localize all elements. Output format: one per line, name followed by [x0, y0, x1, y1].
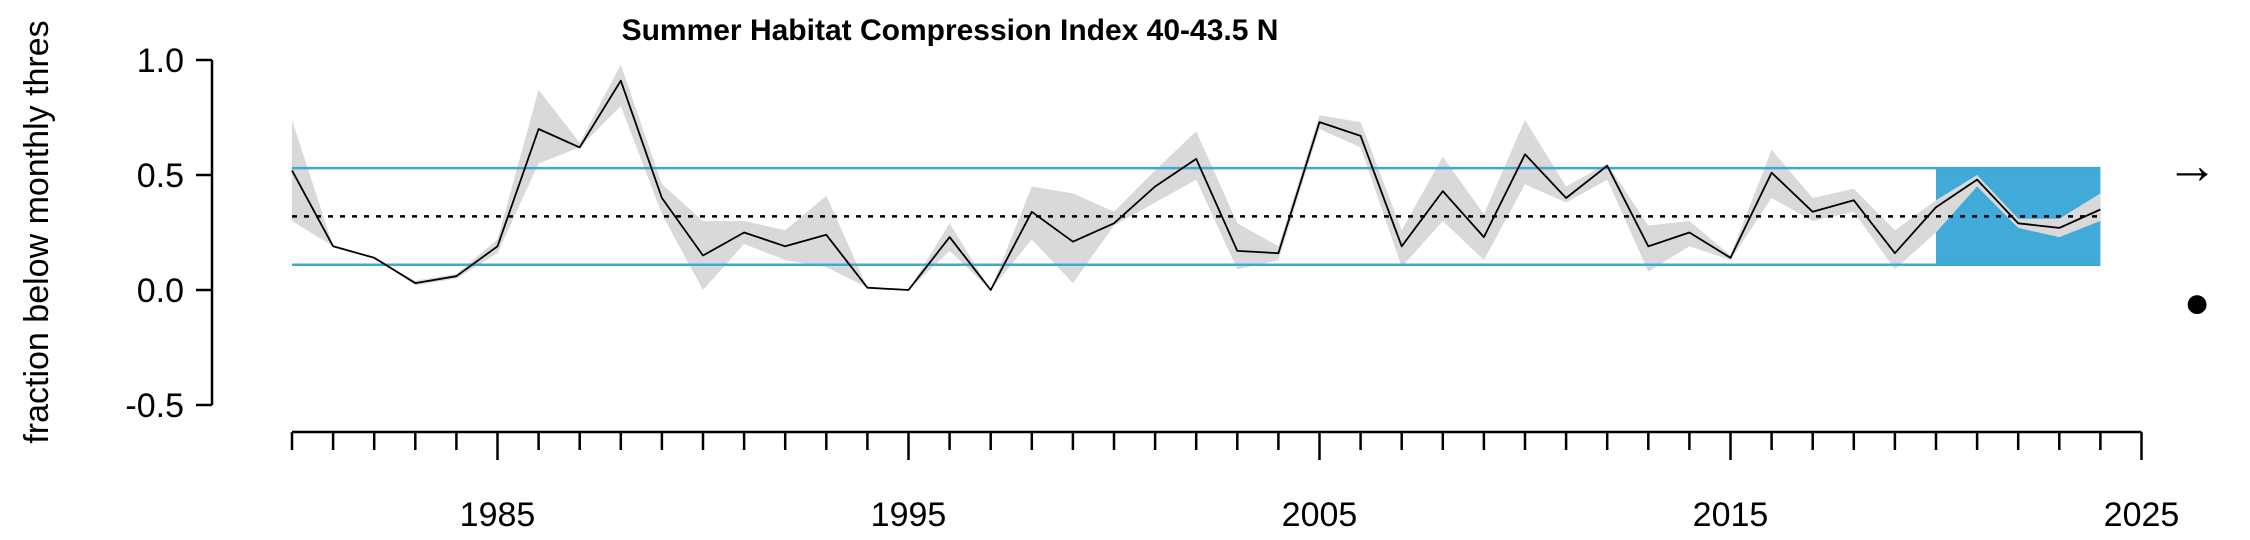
y-axis-label: fraction below monthly thres — [18, 20, 56, 443]
mean-status-dot-icon: ● — [2184, 278, 2211, 327]
x-tick-label: 1985 — [460, 496, 536, 534]
x-tick-label: 2005 — [1282, 496, 1358, 534]
y-tick-label: 0.0 — [137, 272, 184, 310]
series-line — [291, 79, 2101, 291]
y-tick-label: -0.5 — [125, 387, 184, 425]
uncertainty-ribbon — [292, 64, 2101, 290]
trend-arrow-icon: → — [2166, 137, 2218, 195]
y-tick-label: 1.0 — [137, 42, 184, 80]
plot-area: -0.5 0.0 0.5 1.0 1985 1995 2005 2015 2025 — [125, 42, 2179, 534]
chart-title: Summer Habitat Compression Index 40-43.5… — [622, 14, 1279, 47]
y-tick-label: 0.5 — [137, 157, 184, 195]
x-tick-label: 1995 — [871, 496, 947, 534]
x-tick-label: 2025 — [2104, 496, 2180, 534]
x-tick-label: 2015 — [1693, 496, 1769, 534]
